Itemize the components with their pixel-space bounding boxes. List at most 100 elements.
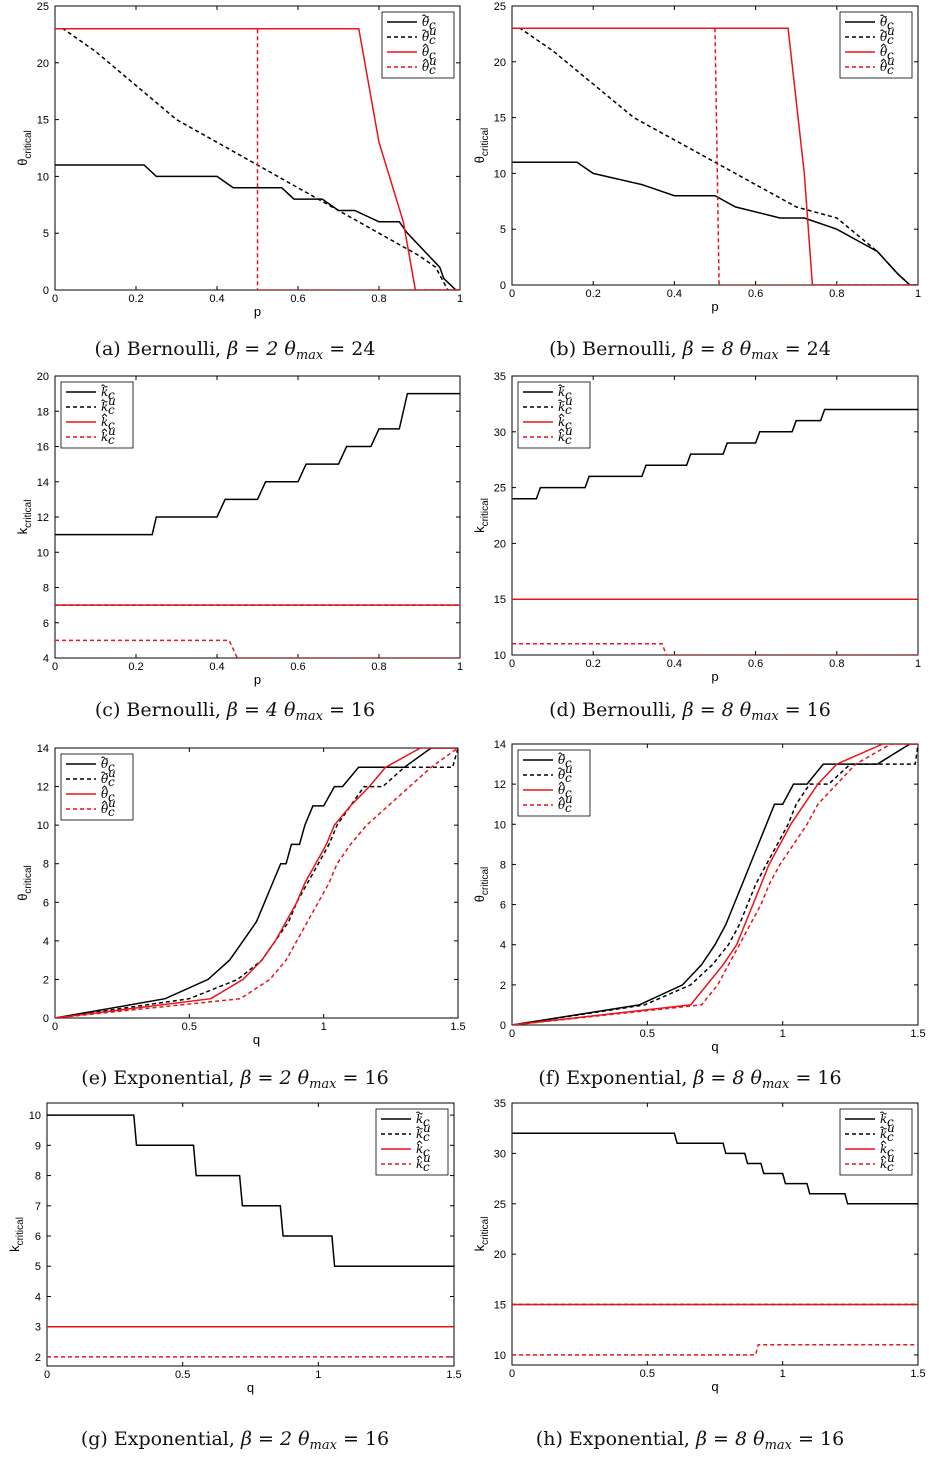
hat-accent xyxy=(416,1140,423,1144)
tilde-accent xyxy=(558,384,565,388)
x-tick-label: 0.4 xyxy=(667,288,682,300)
x-axis-label: p xyxy=(711,299,718,314)
legend-label: k cu xyxy=(880,1151,895,1174)
series-line-3 xyxy=(512,744,918,1025)
x-tick-label: 0 xyxy=(52,1021,58,1033)
y-axis-label: θcritical xyxy=(472,867,491,903)
hat-accent xyxy=(558,428,565,432)
tilde-accent xyxy=(101,771,108,775)
legend-symbol: θ xyxy=(558,768,566,782)
y-tick-label: 30 xyxy=(494,427,506,439)
y-tick-label: 8 xyxy=(43,859,49,871)
legend-subscript: c xyxy=(429,33,436,47)
legend-label: θ cu xyxy=(880,24,895,47)
y-tick-label: 12 xyxy=(494,779,506,791)
tilde-accent xyxy=(101,399,108,403)
x-tick-label: 1 xyxy=(315,1369,321,1381)
x-tick-label: 0 xyxy=(44,1369,50,1381)
legend-subscript: c xyxy=(108,790,115,804)
series-line-1 xyxy=(512,1132,918,1205)
series-line-3 xyxy=(55,748,458,1018)
series-line-1 xyxy=(512,161,918,285)
x-axis-label: q xyxy=(247,1380,254,1395)
series-line-4 xyxy=(55,639,460,658)
legend-symbol: k xyxy=(416,1127,423,1141)
tilde-accent xyxy=(416,1111,423,1115)
legend-label: θ cu xyxy=(101,766,116,789)
series-line-4 xyxy=(512,27,918,285)
x-tick-label: 0 xyxy=(509,658,515,670)
legend-subscript: c xyxy=(429,48,436,62)
x-tick-label: 1 xyxy=(321,1021,327,1033)
legend-symbol: θ xyxy=(101,772,109,786)
legend-symbol: k xyxy=(880,1157,887,1171)
hat-accent xyxy=(101,413,108,417)
x-tick-label: 0.2 xyxy=(128,293,143,305)
series-line-4 xyxy=(512,744,918,1025)
legend-label: θ cu xyxy=(422,24,437,47)
x-tick-label: 1 xyxy=(457,293,463,305)
y-axis-label: kcritical xyxy=(472,1217,491,1252)
x-tick-label: 0.6 xyxy=(748,288,763,300)
panel-caption: (d) Bernoulli, β = 8 θmax = 16 xyxy=(549,699,831,724)
legend-symbol: k xyxy=(416,1112,423,1126)
y-axis-label: θcritical xyxy=(15,865,34,901)
y-tick-label: 4 xyxy=(35,1291,41,1303)
y-tick-label: 16 xyxy=(37,442,49,454)
legend-symbol: k xyxy=(558,385,565,399)
y-tick-label: 6 xyxy=(35,1231,41,1243)
x-tick-label: 0.8 xyxy=(371,293,386,305)
legend-symbol: k xyxy=(558,430,565,444)
x-tick-label: 0.6 xyxy=(290,293,305,305)
x-tick-label: 0.2 xyxy=(586,658,601,670)
legend-subscript: c xyxy=(887,1130,894,1144)
y-tick-label: 5 xyxy=(35,1261,41,1273)
legend-superscript: u xyxy=(887,24,895,38)
legend-label: θ cu xyxy=(880,54,895,77)
legend-subscript: c xyxy=(565,786,572,800)
y-tick-label: 20 xyxy=(494,57,506,69)
legend-subscript: c xyxy=(565,388,572,402)
series-group xyxy=(55,27,460,290)
series-line-2 xyxy=(512,744,918,1025)
legend-symbol: θ xyxy=(101,757,109,771)
y-tick-label: 10 xyxy=(37,547,49,559)
x-tick-label: 0.4 xyxy=(209,293,224,305)
legend-superscript: u xyxy=(887,1121,895,1135)
y-tick-label: 5 xyxy=(43,228,49,240)
tilde-accent xyxy=(422,14,429,18)
y-tick-label: 20 xyxy=(494,1249,506,1261)
x-tick-label: 0.2 xyxy=(128,661,143,673)
legend: k ck cuk ck cu xyxy=(839,1108,913,1176)
hat-accent xyxy=(422,58,429,62)
y-tick-label: 8 xyxy=(35,1171,41,1183)
x-tick-label: 0.5 xyxy=(182,1021,197,1033)
series-line-4 xyxy=(512,1344,918,1356)
x-axis-label: q xyxy=(711,1379,718,1394)
legend-superscript: u xyxy=(429,24,437,38)
legend-superscript: u xyxy=(887,1151,895,1165)
y-tick-label: 5 xyxy=(500,224,506,236)
y-tick-label: 4 xyxy=(43,653,49,665)
tilde-accent xyxy=(880,29,887,33)
y-tick-label: 3 xyxy=(35,1322,41,1334)
tilde-accent xyxy=(558,752,565,756)
y-tick-label: 25 xyxy=(494,1,506,13)
legend-symbol: k xyxy=(101,415,108,429)
hat-accent xyxy=(880,1155,887,1159)
x-tick-label: 0.6 xyxy=(748,658,763,670)
series-group xyxy=(512,408,918,655)
tilde-accent xyxy=(558,767,565,771)
x-axis-label: q xyxy=(711,1039,718,1054)
legend-label: k cu xyxy=(880,1121,895,1144)
hat-accent xyxy=(101,428,108,432)
legend-subscript: c xyxy=(108,775,115,789)
y-tick-label: 6 xyxy=(500,900,506,912)
legend-subscript: c xyxy=(887,1115,894,1129)
y-tick-label: 10 xyxy=(494,650,506,662)
hat-accent xyxy=(880,1140,887,1144)
